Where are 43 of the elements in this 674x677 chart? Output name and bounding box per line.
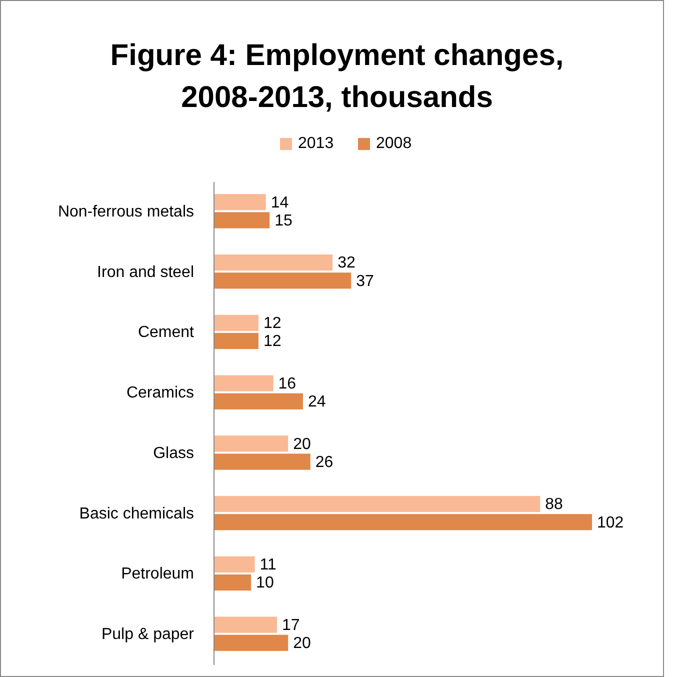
bar: [214, 332, 258, 350]
bar: [214, 616, 277, 633]
y-tick-label: Iron and steel: [97, 264, 194, 281]
bar: [214, 272, 352, 289]
bar: [214, 496, 540, 512]
data-label: 20: [293, 436, 312, 453]
data-label: 12: [263, 315, 282, 332]
bar: [214, 375, 274, 392]
bar: [214, 194, 266, 210]
y-tick-label: Basic chemicals: [79, 505, 194, 522]
y-tick-label: Pulp & paper: [101, 626, 195, 644]
y-tick-label: Ceramics: [126, 384, 194, 402]
y-tick-label: Petroleum: [121, 566, 194, 583]
data-label: 26: [315, 454, 334, 471]
chart-title: Figure 4: Employment changes, 2008-2013, thousands: [110, 39, 564, 114]
legend-label: 2008: [376, 135, 412, 152]
data-label: 12: [263, 333, 282, 350]
y-tick-label: Cement: [138, 324, 195, 342]
data-label: 20: [293, 635, 312, 652]
data-label: 32: [338, 254, 356, 272]
bar: [214, 212, 270, 228]
data-label: 15: [274, 212, 292, 230]
data-label: 24: [308, 394, 326, 411]
data-label: 10: [256, 574, 274, 592]
data-label: 17: [282, 616, 300, 634]
legend-label: 2013: [298, 135, 334, 152]
data-label: 11: [260, 556, 276, 574]
bar: [214, 393, 303, 410]
data-label: 37: [356, 272, 374, 290]
bar: [214, 514, 592, 530]
bar: [214, 454, 310, 470]
bar: [214, 254, 333, 271]
data-label: 102: [597, 514, 624, 532]
bar: [214, 314, 258, 331]
y-tick-label: Glass: [153, 444, 194, 462]
bar: [214, 634, 288, 651]
data-label: 14: [270, 194, 289, 212]
data-label: 88: [545, 496, 564, 514]
data-label: 16: [278, 375, 296, 392]
bar: [214, 574, 252, 591]
y-tick-label: Non-ferrous metals: [58, 203, 194, 220]
bar: [214, 436, 288, 452]
bar: [214, 556, 255, 572]
